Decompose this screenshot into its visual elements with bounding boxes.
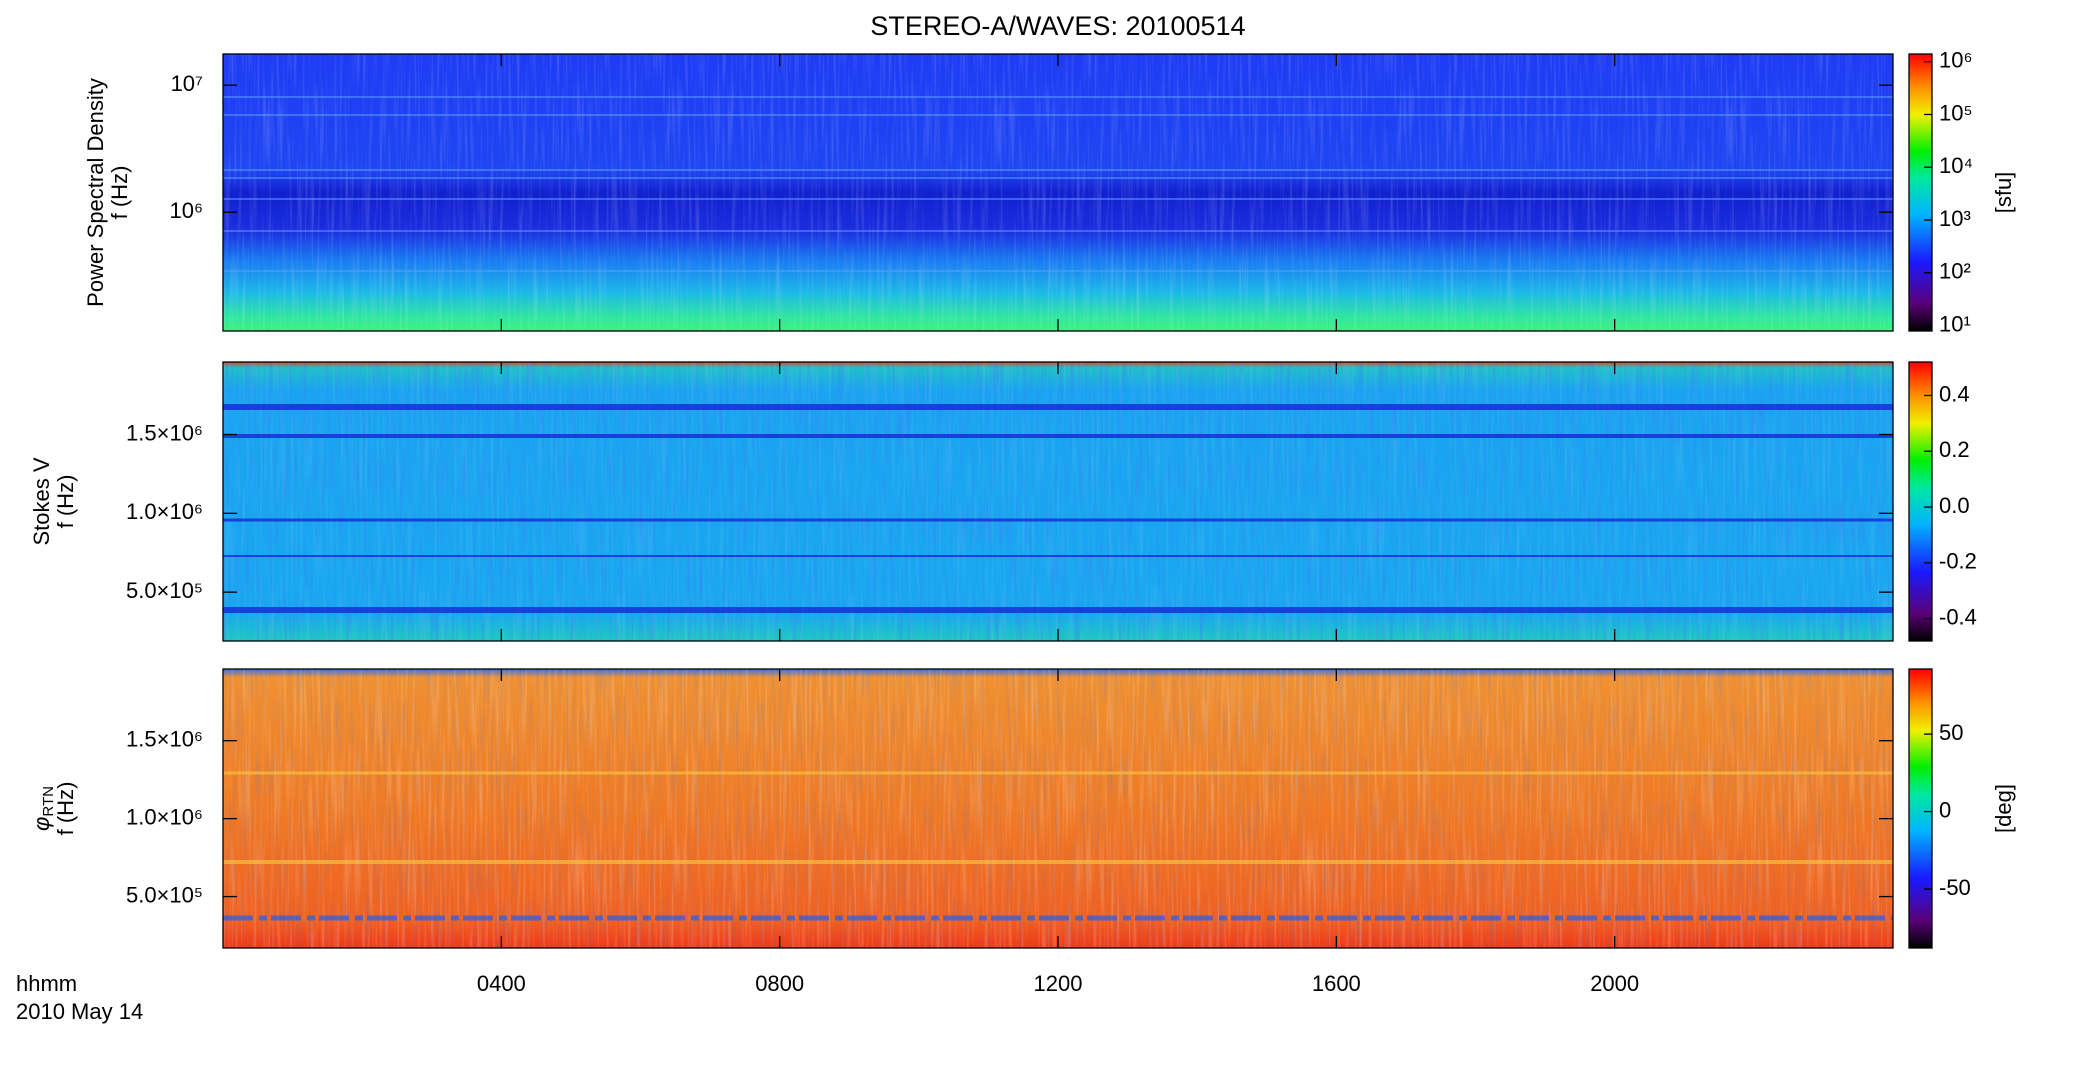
- y-tick-label: 1.0×10⁶: [126, 499, 203, 524]
- chart-title: STEREO-A/WAVES: 20100514: [870, 11, 1245, 41]
- colorbar: [1908, 361, 1933, 642]
- y-tick-label: 5.0×10⁵: [126, 578, 203, 603]
- colorbar-tick-label: 10⁶: [1939, 48, 1973, 73]
- colorbar-tick-label: 0.4: [1939, 381, 1970, 406]
- colorbar-label: [sfu]: [1991, 172, 2016, 214]
- subscript: RTN: [40, 786, 57, 817]
- y-axis-label: Power Spectral Density: [83, 78, 108, 307]
- y-axis-label: f (Hz): [107, 166, 132, 220]
- x-tick-label: 2000: [1590, 971, 1639, 996]
- colorbar-tick-label: 10³: [1939, 206, 1971, 231]
- colorbar-tick-label: 10⁵: [1939, 100, 1973, 125]
- y-axis-label: f (Hz): [53, 782, 78, 836]
- y-axis-symbol: φRTN: [29, 786, 57, 831]
- colorbar-tick-label: 0: [1939, 797, 1951, 822]
- x-tick-label: 1600: [1312, 971, 1361, 996]
- colorbar-label: [deg]: [1991, 784, 2016, 833]
- colorbar-tick-label: -0.4: [1939, 604, 1977, 629]
- y-tick-label: 1.0×10⁶: [126, 804, 203, 829]
- colorbar-tick-label: 0.0: [1939, 493, 1970, 518]
- colorbar-tick-label: 0.2: [1939, 437, 1970, 462]
- y-tick-label: 5.0×10⁵: [126, 882, 203, 907]
- colorbar-tick-label: 10⁴: [1939, 153, 1973, 178]
- colorbar-tick-label: -0.2: [1939, 549, 1977, 574]
- x-tick-label: 0400: [477, 971, 526, 996]
- colorbar-tick-label: 10²: [1939, 259, 1971, 284]
- colorbar-tick-label: -50: [1939, 875, 1971, 900]
- x-tick-label: 0800: [755, 971, 804, 996]
- colorbar-tick-label: 10¹: [1939, 311, 1971, 336]
- colorbar: [1908, 668, 1933, 949]
- x-tick-label: 1200: [1034, 971, 1083, 996]
- y-tick-label: 1.5×10⁶: [126, 727, 203, 752]
- y-axis-label: Stokes V: [29, 457, 54, 545]
- x-axis-label: hhmm: [16, 971, 77, 996]
- y-axis-label: f (Hz): [53, 475, 78, 529]
- spectrogram-image: [223, 54, 1893, 948]
- y-tick-label: 10⁶: [169, 198, 203, 223]
- symbol: φ: [29, 817, 54, 831]
- colorbar-tick-label: 50: [1939, 720, 1963, 745]
- colorbar: [1908, 53, 1933, 332]
- date-label: 2010 May 14: [16, 999, 143, 1024]
- y-tick-label: 1.5×10⁶: [126, 420, 203, 445]
- y-tick-label: 10⁷: [171, 71, 203, 96]
